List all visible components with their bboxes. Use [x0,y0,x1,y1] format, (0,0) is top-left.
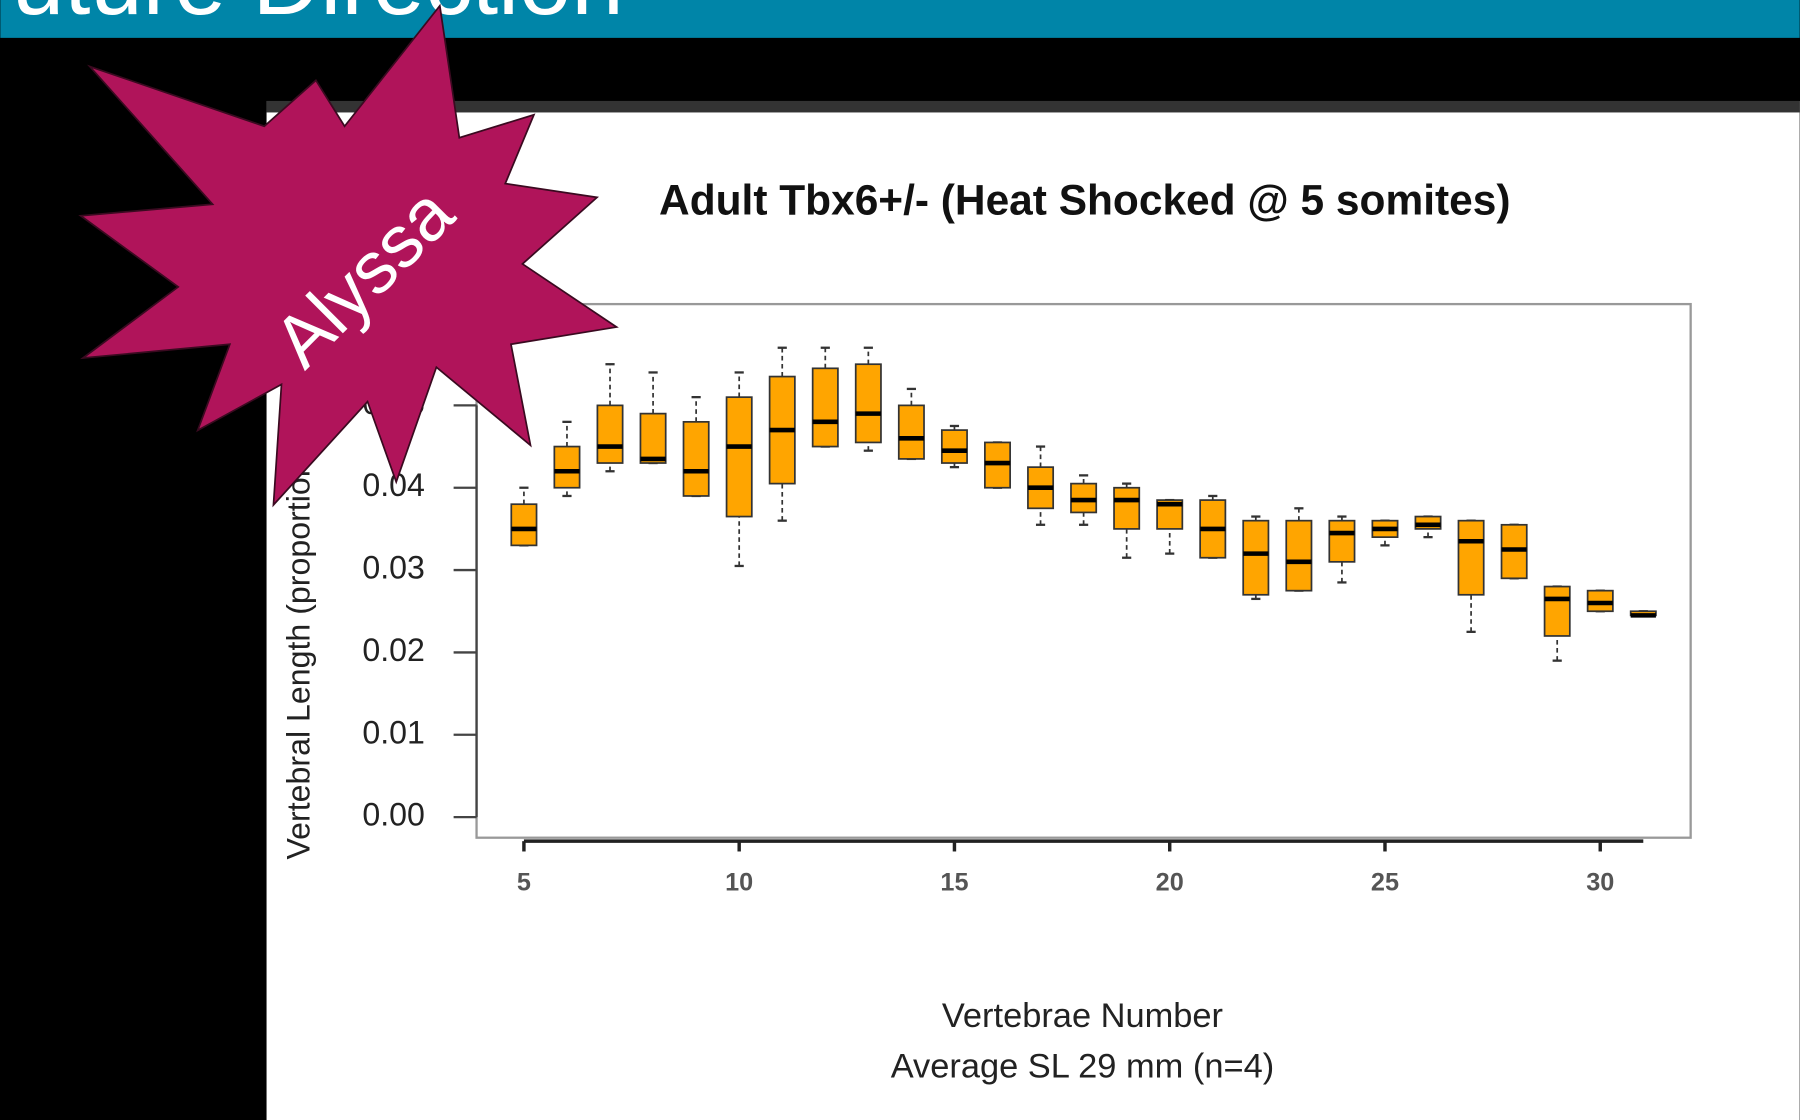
box [682,420,710,497]
x-tick-label: 10 [725,868,753,896]
header-band [0,0,1800,38]
box [596,404,624,464]
x-tick-label: 30 [1586,868,1614,896]
plot: Adult Tbx6+/- (Heat Shocked @ 5 somites)… [280,176,1692,1085]
box [1457,519,1485,596]
y-tick-label: 0.01 [362,714,425,750]
box [639,412,667,464]
y-tick-label: 0.03 [362,550,425,586]
box [897,404,925,460]
badge-star [78,3,619,508]
x-axis-label: Vertebrae Number [942,997,1223,1035]
x-tick-label: 5 [517,868,531,896]
y-tick-label: 0.00 [362,797,425,833]
chart-title: Adult Tbx6+/- (Heat Shocked @ 5 somites) [659,176,1510,223]
box [553,445,581,489]
x-tick-label: 25 [1371,868,1399,896]
y-axis-label: Vertebral Length (proportion) [280,449,316,860]
box [1328,519,1356,563]
box [1242,519,1270,596]
box [510,503,538,547]
box [811,367,839,448]
y-tick-label: 0.02 [362,632,425,668]
box [940,429,968,464]
x-axis-sublabel: Average SL 29 mm (n=4) [891,1047,1274,1085]
box [725,396,753,518]
box [854,363,882,444]
box [1285,519,1313,592]
x-tick-label: 15 [940,868,968,896]
x-tick-label: 20 [1156,868,1184,896]
box [1543,585,1571,637]
panel-strip [266,100,1800,113]
header-title: Future Direction [0,0,624,34]
box [1113,486,1141,530]
